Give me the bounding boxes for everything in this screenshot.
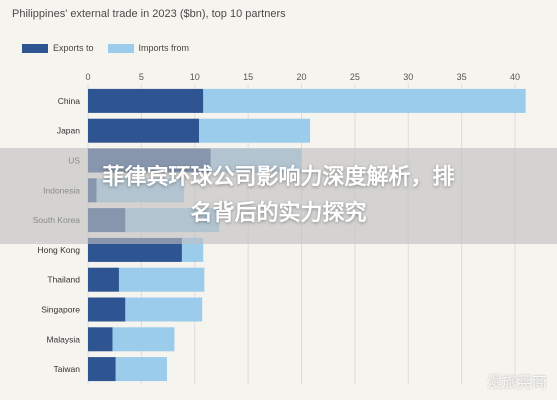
bar-exports [88, 267, 119, 292]
bar-imports [203, 88, 526, 113]
headline-overlay [0, 148, 557, 244]
category-label: Singapore [41, 305, 80, 315]
category-label: China [58, 96, 80, 106]
legend-swatch-imports [107, 43, 134, 53]
x-tick-label: 5 [139, 72, 144, 82]
headline: 菲律宾环球公司影响力深度解析，排 名背后的实力探究 [0, 160, 557, 232]
category-label: Taiwan [54, 364, 81, 374]
bar-imports [125, 297, 203, 322]
category-label: Japan [57, 126, 80, 136]
x-tick-label: 0 [85, 72, 90, 82]
headline-line-2: 名背后的实力探究 [190, 201, 367, 226]
x-tick-label: 35 [457, 72, 467, 82]
bar-exports [88, 297, 126, 322]
x-tick-label: 40 [510, 72, 520, 82]
category-label: Hong Kong [37, 245, 80, 255]
chart-legend: Exports to Imports from [22, 42, 203, 54]
x-tick-label: 20 [296, 72, 306, 82]
x-tick-label: 25 [350, 72, 360, 82]
watermark-text: 漫旅莞商 [486, 373, 547, 391]
legend-label-exports: Exports to [53, 43, 94, 53]
bar-imports [112, 327, 175, 352]
bar-exports [88, 327, 113, 352]
bar-imports [115, 357, 167, 382]
x-tick-label: 10 [190, 72, 200, 82]
legend-item-exports: Exports to [22, 43, 94, 53]
x-tick-label: 15 [243, 72, 253, 82]
bar-exports [88, 88, 204, 113]
bar-imports [199, 118, 311, 143]
legend-label-imports: Imports from [138, 43, 190, 53]
bar-exports [88, 118, 200, 143]
chart-title: Philippines' external trade in 2023 ($bn… [12, 8, 286, 20]
category-label: Thailand [47, 275, 80, 285]
bar-imports [118, 267, 205, 292]
category-label: Malaysia [46, 334, 80, 344]
headline-line-1: 菲律宾环球公司影响力深度解析，排 [102, 165, 455, 190]
legend-swatch-exports [22, 43, 48, 53]
legend-item-imports: Imports from [107, 43, 190, 53]
x-tick-label: 30 [403, 72, 413, 82]
bar-exports [88, 357, 116, 382]
